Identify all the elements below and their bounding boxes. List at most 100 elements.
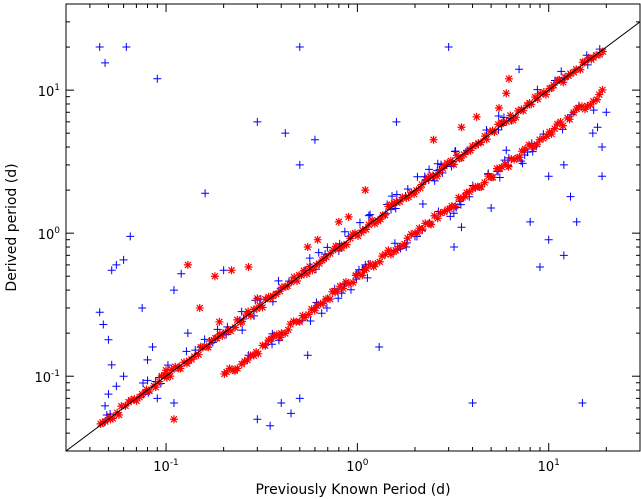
red-point [244,263,253,272]
red-point [145,387,154,396]
blue-point [101,401,110,410]
red-point [313,301,322,310]
blue-point [446,212,455,221]
blue-point [266,421,275,430]
red-point [403,234,412,243]
red-point [240,357,249,366]
blue-point [544,172,553,181]
red-point [233,364,242,373]
red-point [368,216,377,225]
blue-point [494,111,503,120]
red-point [115,410,124,419]
red-point [227,266,236,275]
blue-point [138,303,147,312]
red-point [519,106,528,115]
red-point [322,253,331,262]
blue-point [95,308,104,317]
blue-point [112,260,121,269]
red-point [427,220,436,229]
red-point [482,135,491,144]
red-point [233,315,242,324]
blue-point [425,165,434,174]
red-point [303,243,312,252]
red-point [466,146,475,155]
blue-point [502,146,511,155]
red-point [598,85,607,94]
red-point [553,120,562,129]
blue-point [533,85,542,94]
red-point [183,260,192,269]
red-point [321,295,330,304]
red-point [428,171,437,180]
blue-point [450,243,459,252]
red-point [433,172,442,181]
red-point [362,225,371,234]
red-point [244,307,253,316]
blue-point [444,43,453,52]
red-point [162,373,171,382]
blue-point [392,117,401,126]
red-point [210,272,219,281]
y-axis-label: Derived period (d) [4,163,20,291]
red-point [535,135,544,144]
blue-point [219,266,228,275]
blue-point [388,192,397,201]
red-point [349,278,358,287]
red-point [249,351,258,360]
red-point [215,317,224,326]
red-point [438,164,447,173]
red-point [416,184,425,193]
red-point [312,261,321,270]
red-point [198,343,207,352]
red-point [353,270,362,279]
red-point [580,58,589,67]
red-point [351,271,360,280]
red-point [207,336,216,345]
red-point [465,187,474,196]
red-point [539,134,548,143]
red-point [468,142,477,151]
red-point [293,276,302,285]
x-tick-label: 100 [346,458,369,475]
red-point [361,186,370,195]
red-point [550,124,559,133]
red-point [527,100,536,109]
red-point [378,252,387,261]
red-point [157,372,166,381]
red-point [542,132,551,141]
red-point [486,127,495,136]
blue-point [277,398,286,407]
blue-point [295,394,304,403]
red-point [402,193,411,202]
blue-point [253,117,262,126]
red-point [117,402,126,411]
blue-point [101,58,110,67]
red-point [310,306,319,315]
x-axis-label: Previously Known Period (d) [255,482,450,498]
red-point [308,266,317,275]
blue-point [593,123,602,132]
y-tick-label: 101 [38,83,60,100]
red-point [595,90,604,99]
red-point [142,385,151,394]
red-point [304,310,313,319]
blue-point [364,211,373,220]
blue-point [418,199,427,208]
red-point [185,356,194,365]
red-point [162,366,171,375]
blue-point [403,185,412,194]
red-point [436,209,445,218]
red-point [529,143,538,152]
red-point [329,246,338,255]
red-point [461,192,470,201]
red-point [511,113,520,122]
blue-point [287,409,296,418]
red-point [390,198,399,207]
red-point [494,120,503,129]
blue-point [306,316,315,325]
blue-point [457,223,466,232]
blue-point [413,172,422,181]
blue-point [390,239,399,248]
red-point [488,173,497,182]
red-point [381,250,390,259]
